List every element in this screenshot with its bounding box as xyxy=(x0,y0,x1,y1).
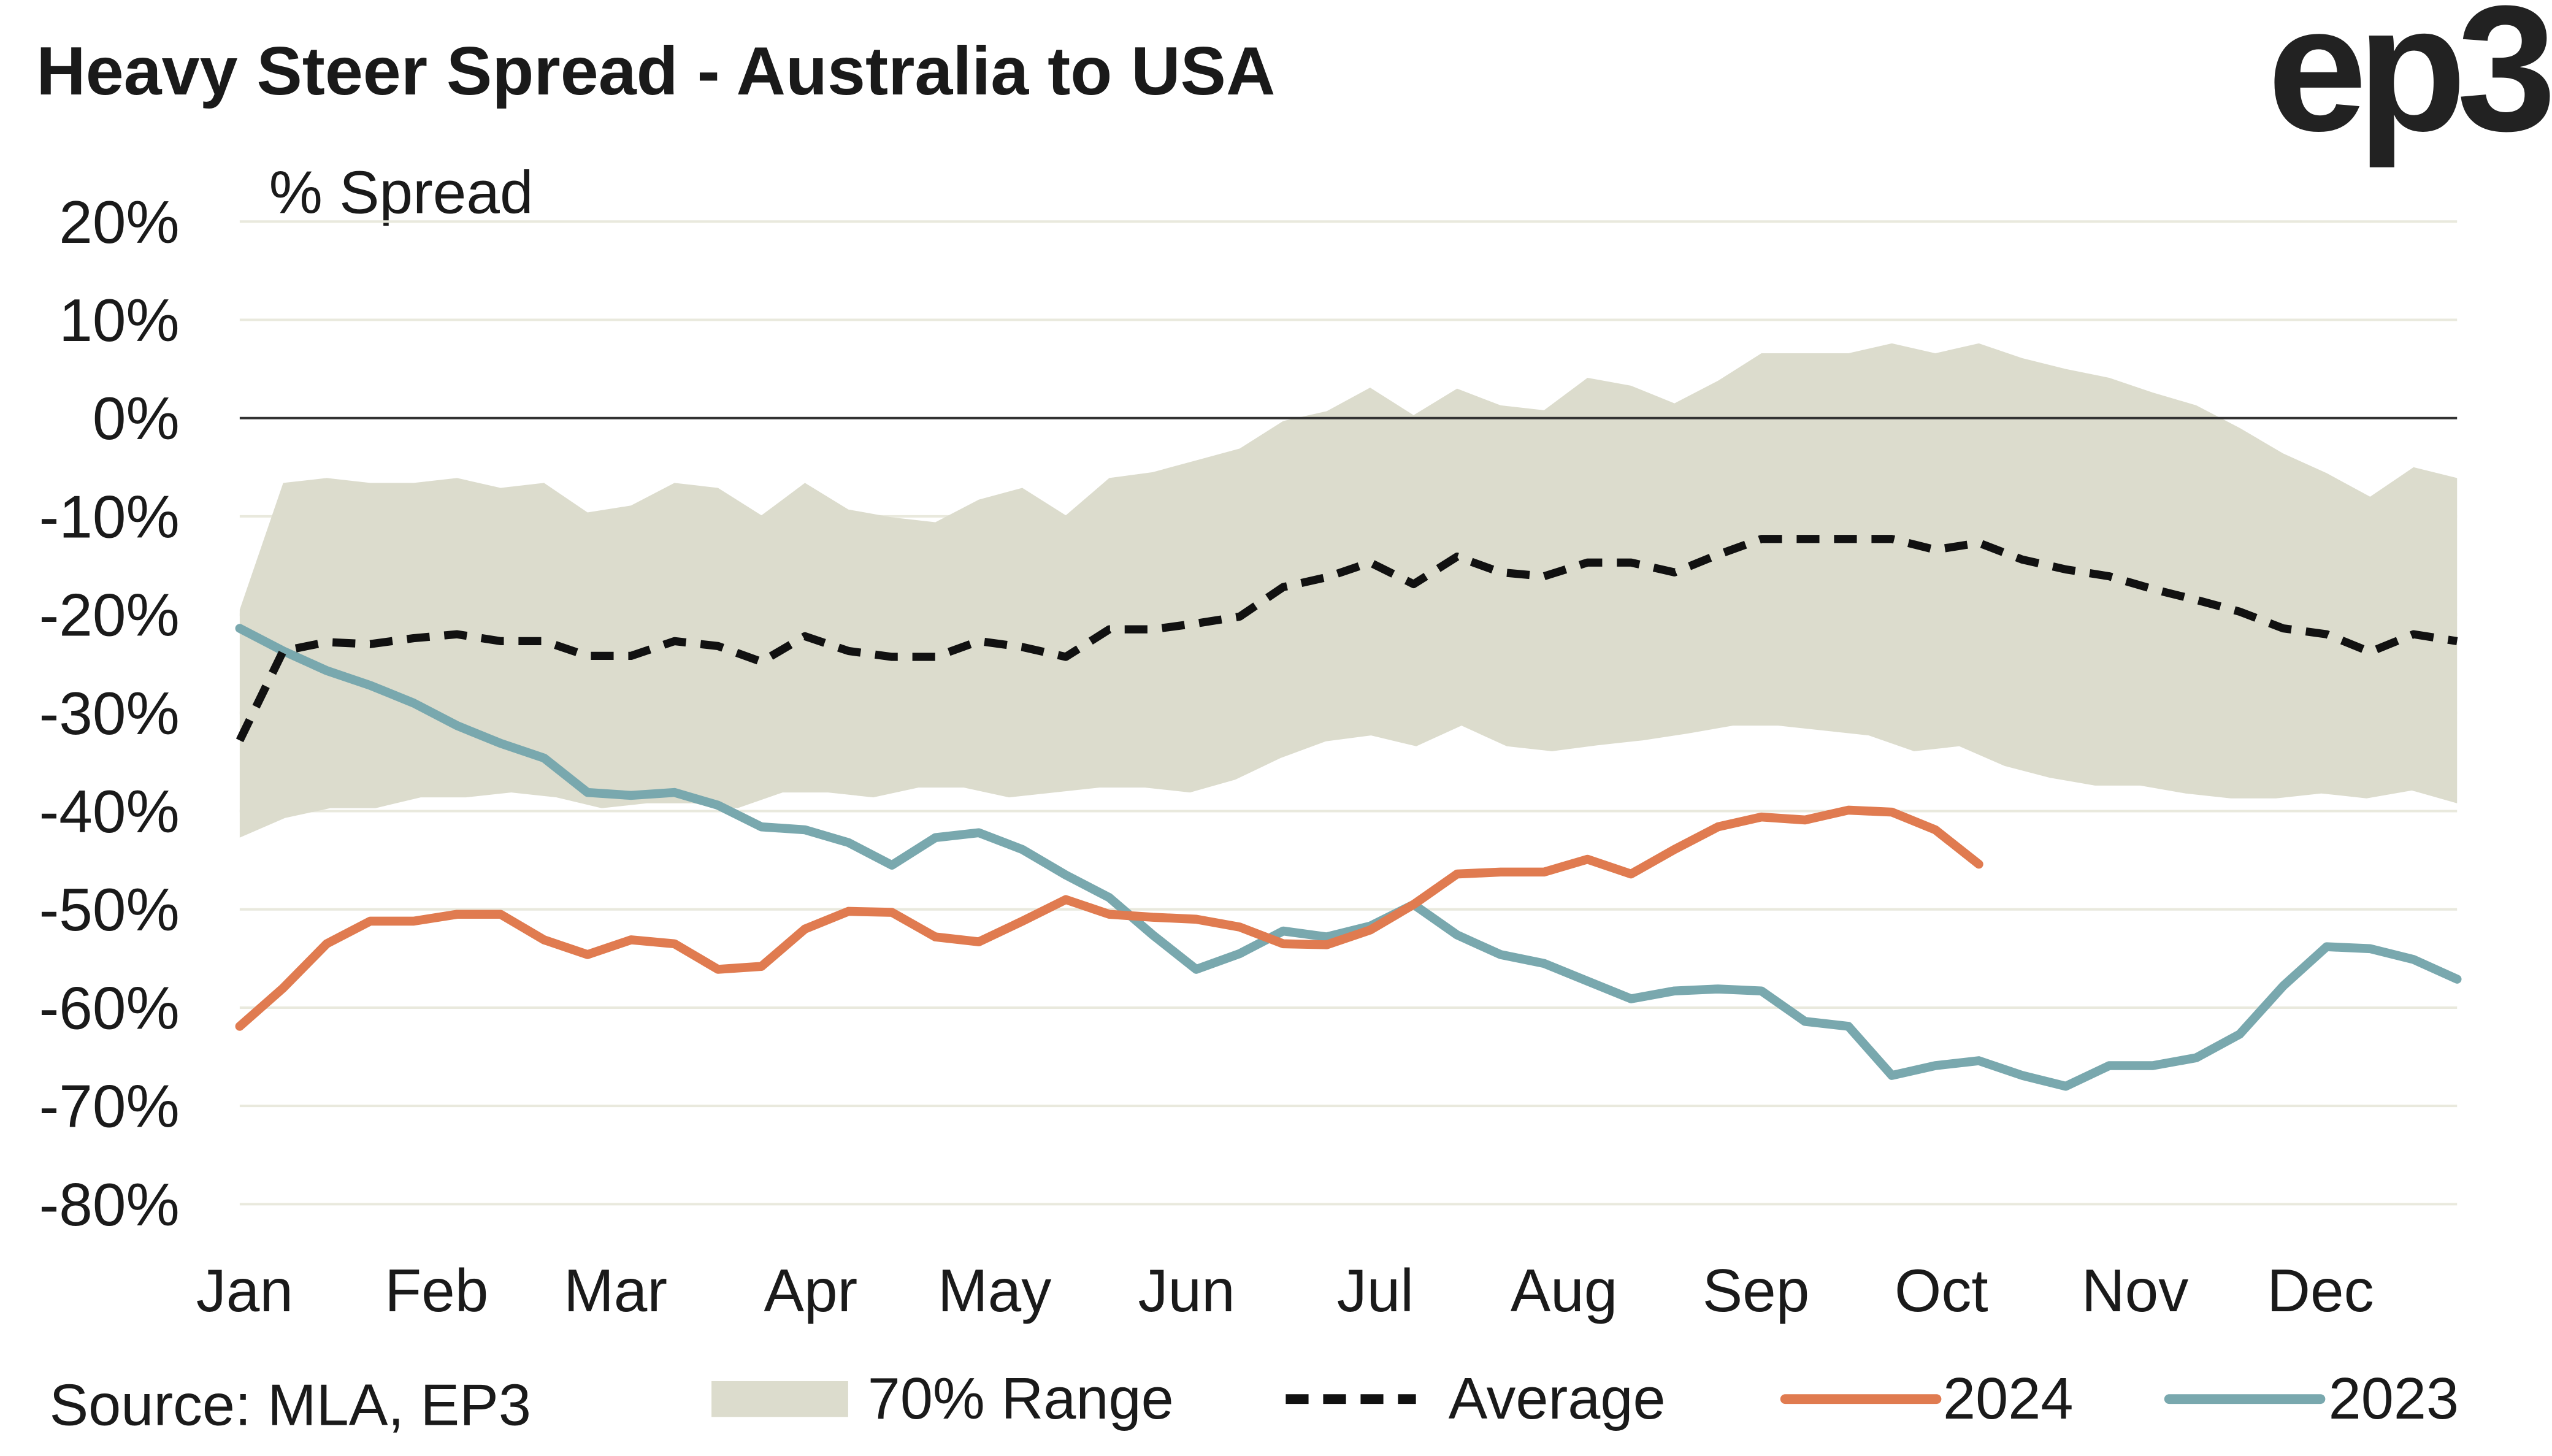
legend-label-range: 70% Range xyxy=(868,1366,1174,1431)
chart-title: Heavy Steer Spread - Australia to USA xyxy=(36,33,1275,109)
y-tick-label: -70% xyxy=(39,1073,180,1140)
x-tick-label: Jun xyxy=(1138,1257,1235,1324)
y-axis-label: % Spread xyxy=(269,158,534,226)
x-tick-label: Apr xyxy=(764,1257,858,1324)
series-line-average xyxy=(236,535,2458,743)
y-tick-label: -30% xyxy=(39,680,180,747)
range-band-70pct xyxy=(239,343,2458,838)
x-tick-label: Sep xyxy=(1703,1257,1810,1324)
legend-label-2023: 2023 xyxy=(2329,1366,2459,1431)
x-tick-label: Jul xyxy=(1337,1257,1414,1324)
x-tick-label: Aug xyxy=(1511,1257,1618,1324)
y-tick-label: 0% xyxy=(93,385,180,452)
legend-label-2024: 2024 xyxy=(1943,1366,2073,1431)
series-line-2023 xyxy=(235,624,2462,1091)
legend-swatch-range xyxy=(711,1381,848,1417)
y-tick-label: -50% xyxy=(39,876,180,943)
x-tick-label: May xyxy=(938,1257,1051,1324)
legend-label-average: Average xyxy=(1449,1366,1666,1431)
y-tick-label: -80% xyxy=(39,1171,180,1238)
x-tick-label: Oct xyxy=(1895,1257,1988,1324)
x-tick-labels: Jan Feb Mar Apr May Jun Jul Aug Sep Oct Nov Dec xyxy=(196,1257,2374,1324)
y-tick-label: -10% xyxy=(39,483,180,550)
source-note: Source: MLA, EP3 xyxy=(50,1373,531,1438)
y-tick-label: 10% xyxy=(59,286,179,354)
y-tick-label: -20% xyxy=(39,581,180,649)
x-tick-label: Nov xyxy=(2082,1257,2189,1324)
y-tick-label: -40% xyxy=(39,778,180,845)
y-tick-labels: 20% 10% 0% -10% -20% -30% -40% -50% -60% -70% -80% xyxy=(39,188,180,1238)
x-tick-label: Jan xyxy=(196,1257,293,1324)
ep3-logo: ep3 xyxy=(2267,0,2552,169)
footer: Source: MLA, EP3 70% Range Average 2024 … xyxy=(50,1366,2459,1438)
x-tick-label: Dec xyxy=(2267,1257,2374,1324)
range-band-group xyxy=(239,343,2458,838)
x-tick-label: Feb xyxy=(385,1257,488,1324)
y-tick-label: 20% xyxy=(59,188,179,256)
y-tick-label: -60% xyxy=(39,974,180,1041)
series-line-2024 xyxy=(235,805,1983,1031)
series-lines xyxy=(235,535,2462,1091)
x-tick-label: Mar xyxy=(564,1257,667,1324)
